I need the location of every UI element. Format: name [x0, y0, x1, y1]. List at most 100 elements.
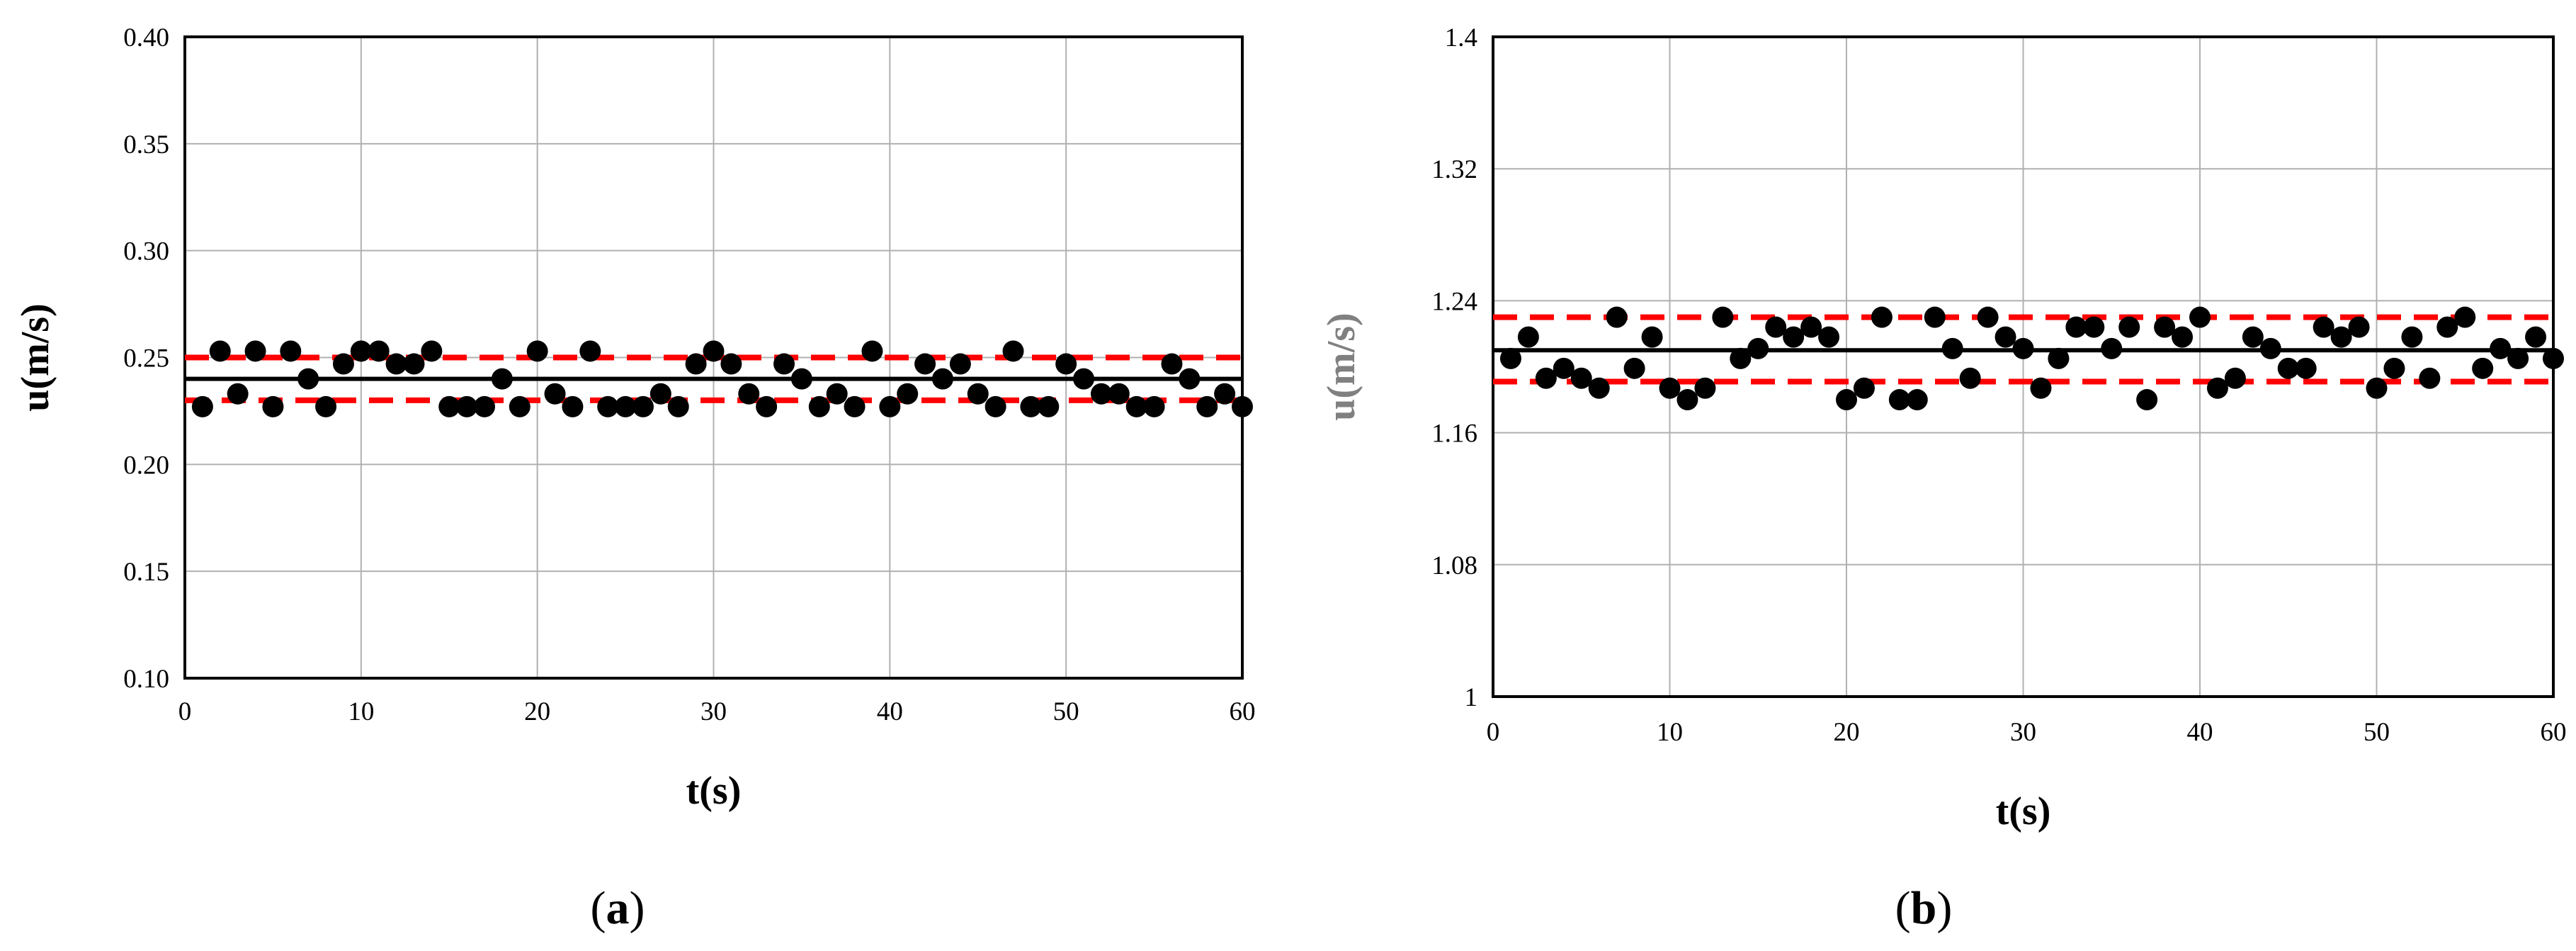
data-point	[826, 383, 848, 405]
x-tick-label: 0	[1487, 718, 1500, 747]
data-point	[756, 395, 778, 417]
data-point	[1694, 377, 1716, 399]
data-point	[597, 395, 619, 417]
panel-label-b: (b)	[1895, 882, 1953, 934]
x-tick-label: 10	[348, 697, 374, 726]
data-point	[403, 353, 425, 375]
data-point	[649, 383, 671, 405]
data-point	[227, 383, 249, 405]
data-point	[1214, 383, 1236, 405]
x-axis-label-b: t(s)	[1996, 789, 2051, 833]
data-point	[421, 340, 443, 362]
data-point	[1977, 306, 1999, 328]
x-tick-label: 10	[1657, 718, 1683, 747]
x-tick-label: 40	[877, 697, 903, 726]
data-point	[1090, 383, 1112, 405]
x-tick-label: 60	[2541, 718, 2567, 747]
data-point	[2189, 306, 2211, 328]
y-tick-label: 1	[1465, 683, 1478, 712]
data-point	[1836, 389, 1857, 411]
data-point	[438, 395, 460, 417]
data-point	[315, 395, 337, 417]
data-point	[2224, 367, 2246, 389]
data-point	[1073, 368, 1095, 390]
y-tick-label: 0.20	[123, 451, 169, 480]
y-tick-label: 0.35	[123, 130, 169, 159]
data-point	[2030, 377, 2052, 399]
y-tick-label: 0.40	[123, 23, 169, 52]
data-point	[615, 395, 637, 417]
y-tick-label: 1.08	[1431, 551, 1477, 580]
data-point	[2206, 377, 2228, 399]
data-point	[2277, 357, 2299, 379]
y-tick-label: 1.32	[1431, 155, 1477, 184]
data-point	[1676, 389, 1698, 411]
data-point	[1659, 377, 1681, 399]
data-point	[1002, 340, 1024, 362]
data-point	[209, 340, 231, 362]
data-point	[1499, 347, 1521, 369]
data-point	[2383, 357, 2405, 379]
data-point	[808, 395, 830, 417]
y-tick-labels-a: 0.10 0.15 0.20 0.25 0.30 0.35 0.40	[123, 23, 169, 694]
data-point	[790, 368, 812, 390]
data-point	[2295, 357, 2317, 379]
data-point	[385, 353, 407, 375]
data-point	[2101, 337, 2123, 359]
x-tick-labels-a: 0 10 20 30 40 50 60	[178, 697, 1256, 726]
x-tick-labels-b: 0 10 20 30 40 50 60	[1487, 718, 2567, 747]
data-point	[1232, 395, 1253, 417]
panel-label-a: (a)	[591, 882, 645, 934]
data-point	[773, 353, 795, 375]
data-point	[297, 368, 319, 390]
data-point	[2330, 326, 2352, 348]
data-point	[368, 340, 390, 362]
data-point	[1783, 326, 1805, 348]
data-point	[703, 340, 725, 362]
data-point	[2419, 367, 2441, 389]
data-point	[632, 395, 654, 417]
y-axis-label-a: u(m/s)	[13, 303, 57, 411]
data-point	[2525, 326, 2547, 348]
data-point	[1888, 389, 1910, 411]
data-point	[509, 395, 530, 417]
x-tick-label: 0	[178, 697, 192, 726]
data-point	[1606, 306, 1628, 328]
data-point	[1800, 316, 1822, 338]
data-point	[685, 353, 707, 375]
data-point	[2172, 326, 2194, 348]
x-axis-label-a: t(s)	[686, 769, 742, 813]
data-point	[491, 368, 513, 390]
data-point	[244, 340, 266, 362]
y-tick-labels-b: 1 1.08 1.16 1.24 1.32 1.4	[1431, 23, 1477, 712]
data-point	[2348, 316, 2370, 338]
data-point	[2490, 337, 2512, 359]
x-tick-label: 20	[524, 697, 550, 726]
data-point	[667, 395, 689, 417]
data-point	[2401, 326, 2423, 348]
data-point	[1712, 306, 1734, 328]
y-tick-label: 1.16	[1431, 420, 1477, 449]
data-point	[280, 340, 302, 362]
data-point	[526, 340, 548, 362]
data-point	[191, 395, 213, 417]
data-point	[949, 353, 971, 375]
data-point	[262, 395, 284, 417]
data-point	[1906, 389, 1928, 411]
data-point	[1588, 377, 1610, 399]
data-point	[844, 395, 866, 417]
data-point	[2136, 389, 2158, 411]
data-point	[350, 340, 372, 362]
data-point	[2313, 316, 2334, 338]
y-axis-label-b: u(m/s)	[1320, 313, 1363, 420]
x-tick-label: 50	[1053, 697, 1079, 726]
data-point	[1553, 357, 1574, 379]
data-point	[1179, 368, 1201, 390]
data-point	[1641, 326, 1663, 348]
data-point	[1871, 306, 1893, 328]
data-point	[879, 395, 901, 417]
chart-panel-b: 11.081.161.241.321.4 0 10 20 30 40 50 60 t(s) …	[1320, 23, 2567, 833]
x-tick-label: 30	[700, 697, 727, 726]
data-point	[456, 395, 478, 417]
